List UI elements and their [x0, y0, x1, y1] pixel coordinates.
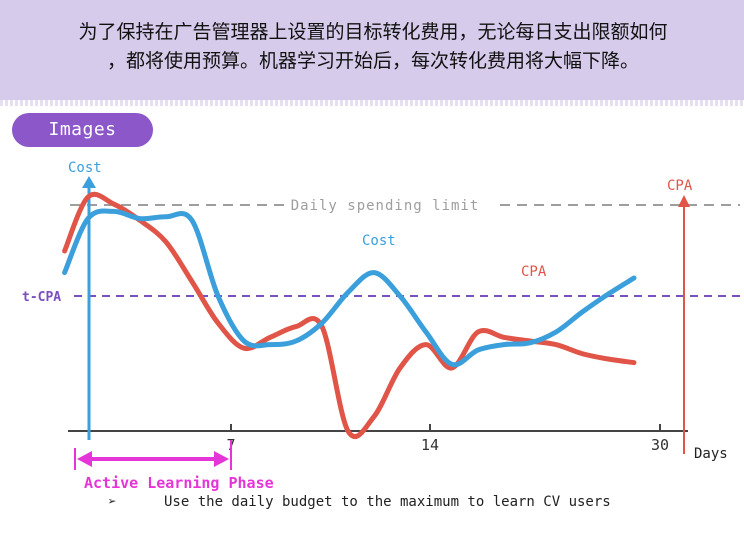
cost-series-label: Cost: [362, 233, 396, 249]
header-divider: [0, 100, 744, 106]
header-text-line1: 为了保持在广告管理器上设置的目标转化费用，无论每日支出限额如何: [78, 21, 668, 43]
daily-limit-label: Daily spending limit: [291, 198, 480, 214]
bullet-point: ➢ Use the daily budget to the maximum to …: [108, 494, 611, 510]
tcpa-label: t-CPA: [22, 290, 61, 305]
series-line-cpa: [62, 191, 637, 439]
series-line-cost: [62, 208, 637, 368]
header-text-line2: ，都将使用预算。机器学习开始后，每次转化费用将大幅下降。: [106, 50, 639, 72]
phase-arrowhead-left: [77, 451, 92, 467]
x-tick-label-30: 30: [651, 436, 669, 454]
cpa-axis-label: CPA: [667, 178, 693, 194]
bullet-text: Use the daily budget to the maximum to l…: [164, 494, 611, 510]
cpa-axis-arrowhead: [678, 195, 690, 207]
images-badge: Images: [12, 113, 153, 147]
phase-arrowhead-right: [214, 451, 229, 467]
series-layer: [62, 191, 637, 439]
y-axis-label: Cost: [68, 160, 102, 176]
header-text: 为了保持在广告管理器上设置的目标转化费用，无论每日支出限额如何 ，都将使用预算。…: [18, 18, 728, 76]
y-axis-arrowhead: [82, 176, 96, 188]
x-tick-label-14: 14: [421, 436, 439, 454]
bullet-arrow-icon: ➢: [108, 494, 117, 510]
x-axis-label: Days: [694, 446, 728, 462]
phase-label: Active Learning Phase: [84, 474, 274, 492]
cpa-series-label: CPA: [521, 264, 547, 280]
header-banner: 为了保持在广告管理器上设置的目标转化费用，无论每日支出限额如何 ，都将使用预算。…: [0, 0, 744, 100]
